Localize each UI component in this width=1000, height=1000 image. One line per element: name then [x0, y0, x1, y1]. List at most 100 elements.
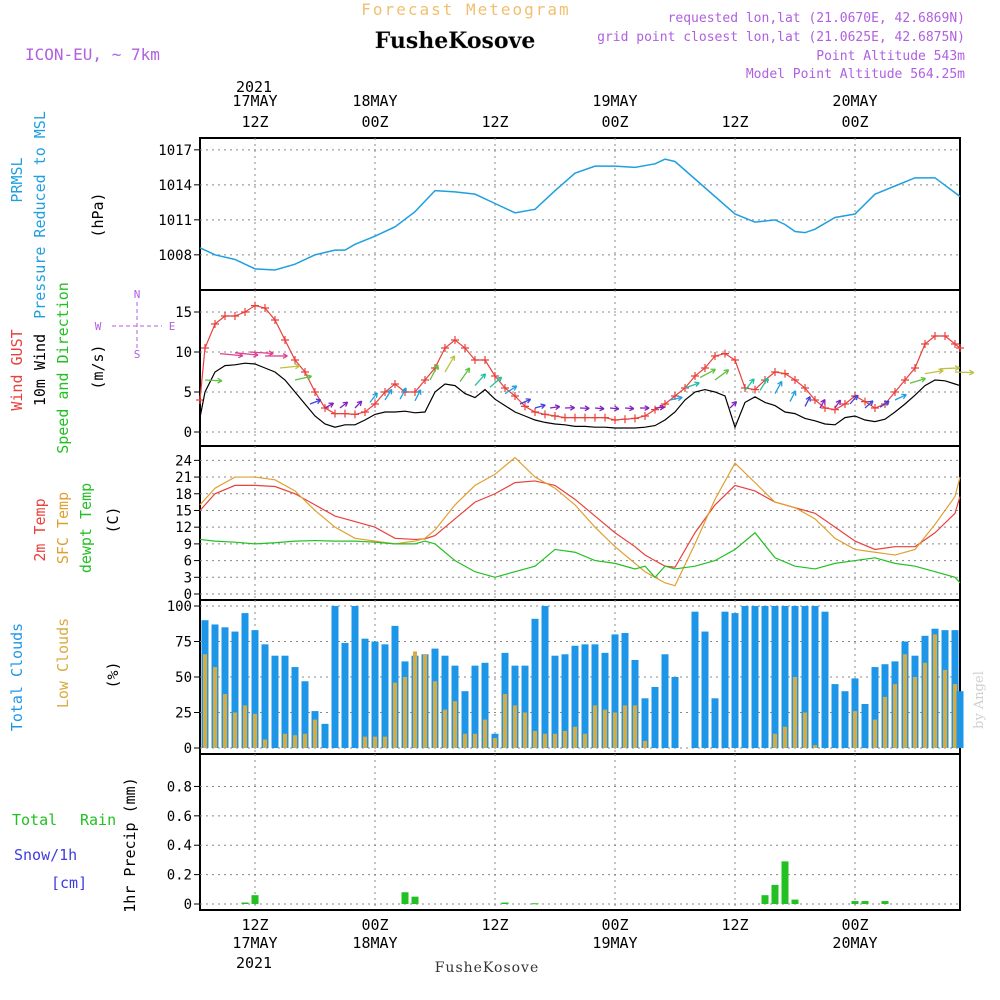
wind-line	[199, 362, 961, 429]
gust-marker	[691, 372, 699, 380]
low-cloud-bar	[523, 712, 527, 748]
total-cloud-bar	[251, 630, 259, 748]
low-cloud-bar	[463, 733, 467, 748]
rain-bar	[851, 901, 859, 904]
bottom-time-label: 12Z	[481, 916, 508, 934]
wind-arrow	[849, 394, 859, 405]
gust-marker	[541, 410, 549, 419]
low-cloud-bar	[493, 738, 497, 748]
rain-bar	[411, 896, 419, 904]
wind-arrow-head	[852, 394, 859, 401]
top-date-label: 19MAY	[592, 92, 637, 110]
bottom-time-label: 00Z	[361, 916, 388, 934]
top-time-label: 12Z	[241, 113, 268, 131]
y-tick-label: 0.2	[167, 868, 192, 884]
wind-arrow-head	[938, 368, 944, 375]
total-cloud-bar	[761, 606, 769, 748]
wind-arrow-head	[480, 373, 487, 379]
total-cloud-bar	[331, 606, 339, 748]
total-cloud-bar	[291, 667, 299, 748]
total-cloud-bar	[371, 641, 379, 748]
prmsl-desc: Pressure Reduced to MSL	[31, 111, 49, 319]
sfc-label: SFC Temp	[54, 492, 72, 564]
wind10-label: 10m Wind	[31, 334, 49, 406]
bottom-date-label: 18MAY	[352, 934, 397, 952]
wind-arrow-head	[569, 404, 575, 411]
wind-arrow-head	[599, 405, 605, 412]
wind-desc: Speed and Direction	[54, 282, 72, 454]
low-cloud-bar	[913, 677, 917, 748]
gust-marker	[921, 340, 929, 348]
total-cloud-bar	[591, 644, 599, 748]
total-cloud-bar	[821, 611, 829, 748]
wind-arrow-head	[554, 404, 561, 411]
gust-marker	[271, 316, 279, 324]
total-cloud-bar	[801, 606, 809, 748]
wind-arrow-head	[496, 376, 503, 383]
low-cloud-bar	[563, 730, 567, 748]
wind-arrow	[534, 404, 546, 409]
wind-arrow	[714, 369, 729, 381]
total-cloud-bar	[641, 698, 649, 748]
wind-arrow	[699, 368, 716, 379]
low-cloud-bar	[643, 740, 647, 748]
total-cloud-bar	[841, 691, 849, 748]
total-cloud-bar	[771, 606, 779, 748]
total-cloud-bar	[741, 606, 749, 748]
compass-icon: N S W E	[95, 288, 176, 361]
y-tick-label: 0.6	[167, 809, 192, 825]
total-cloud-bar	[611, 634, 619, 748]
low-cloud-bar	[923, 662, 927, 748]
total-cloud-bar	[241, 613, 249, 748]
wind-arrow-head	[791, 390, 797, 396]
rain-bar	[791, 899, 799, 904]
gust-marker	[261, 304, 269, 312]
location-title: FusheKosove	[375, 28, 536, 54]
rain-label: Rain	[80, 811, 116, 829]
total-cloud-bar	[351, 606, 359, 748]
gust-marker	[561, 413, 569, 422]
top-time-label: 00Z	[841, 113, 868, 131]
y-tick-label: 1014	[158, 178, 192, 194]
wind-arrow	[594, 407, 605, 410]
low-cloud-bar	[633, 705, 637, 748]
low-cloud-bar	[413, 651, 417, 748]
wind-arrow	[234, 352, 259, 356]
y-tick-label: 0	[184, 897, 192, 913]
rain-bar	[531, 903, 539, 905]
total-cloud-bar	[861, 703, 869, 748]
total-cloud-bar	[381, 644, 389, 748]
total-cloud-bar	[651, 686, 659, 748]
wind-arrow	[444, 355, 456, 373]
low-cloud-bar	[593, 705, 597, 748]
temp-unit: (C)	[104, 506, 122, 533]
gust-marker	[591, 413, 599, 422]
total-cloud-bar	[581, 644, 589, 748]
total-cloud-bar	[361, 638, 369, 748]
total-cloud-bar	[631, 659, 639, 748]
total-cloud-label: Total Clouds	[8, 623, 26, 731]
gust-marker	[841, 400, 849, 408]
low-cloud-bar	[903, 654, 907, 748]
low-cloud-bar	[893, 684, 897, 748]
low-cloud-bar	[573, 726, 577, 748]
prmsl-unit: (hPa)	[89, 192, 107, 237]
gust-marker	[721, 349, 729, 358]
gust-marker	[291, 356, 299, 364]
gust-marker	[781, 369, 789, 378]
total-cloud-bar	[341, 642, 349, 748]
y-tick-label: 0.4	[167, 838, 192, 854]
low-cloud-bar	[513, 705, 517, 748]
wind-arrow	[219, 352, 243, 357]
panel-0: 1008 1011 1014 1017	[158, 137, 961, 291]
low-cloud-bar	[803, 712, 807, 748]
low-cloud-bar	[533, 730, 537, 748]
total-cloud-bar	[601, 652, 609, 748]
total-cloud-bar	[441, 655, 449, 748]
wind-arrow-head	[268, 350, 274, 357]
total-label: Total	[12, 811, 57, 829]
low-cloud-bar	[383, 736, 387, 748]
gust-marker	[641, 412, 649, 420]
wind-arrow-head	[920, 376, 927, 383]
rain-bar	[771, 884, 779, 904]
